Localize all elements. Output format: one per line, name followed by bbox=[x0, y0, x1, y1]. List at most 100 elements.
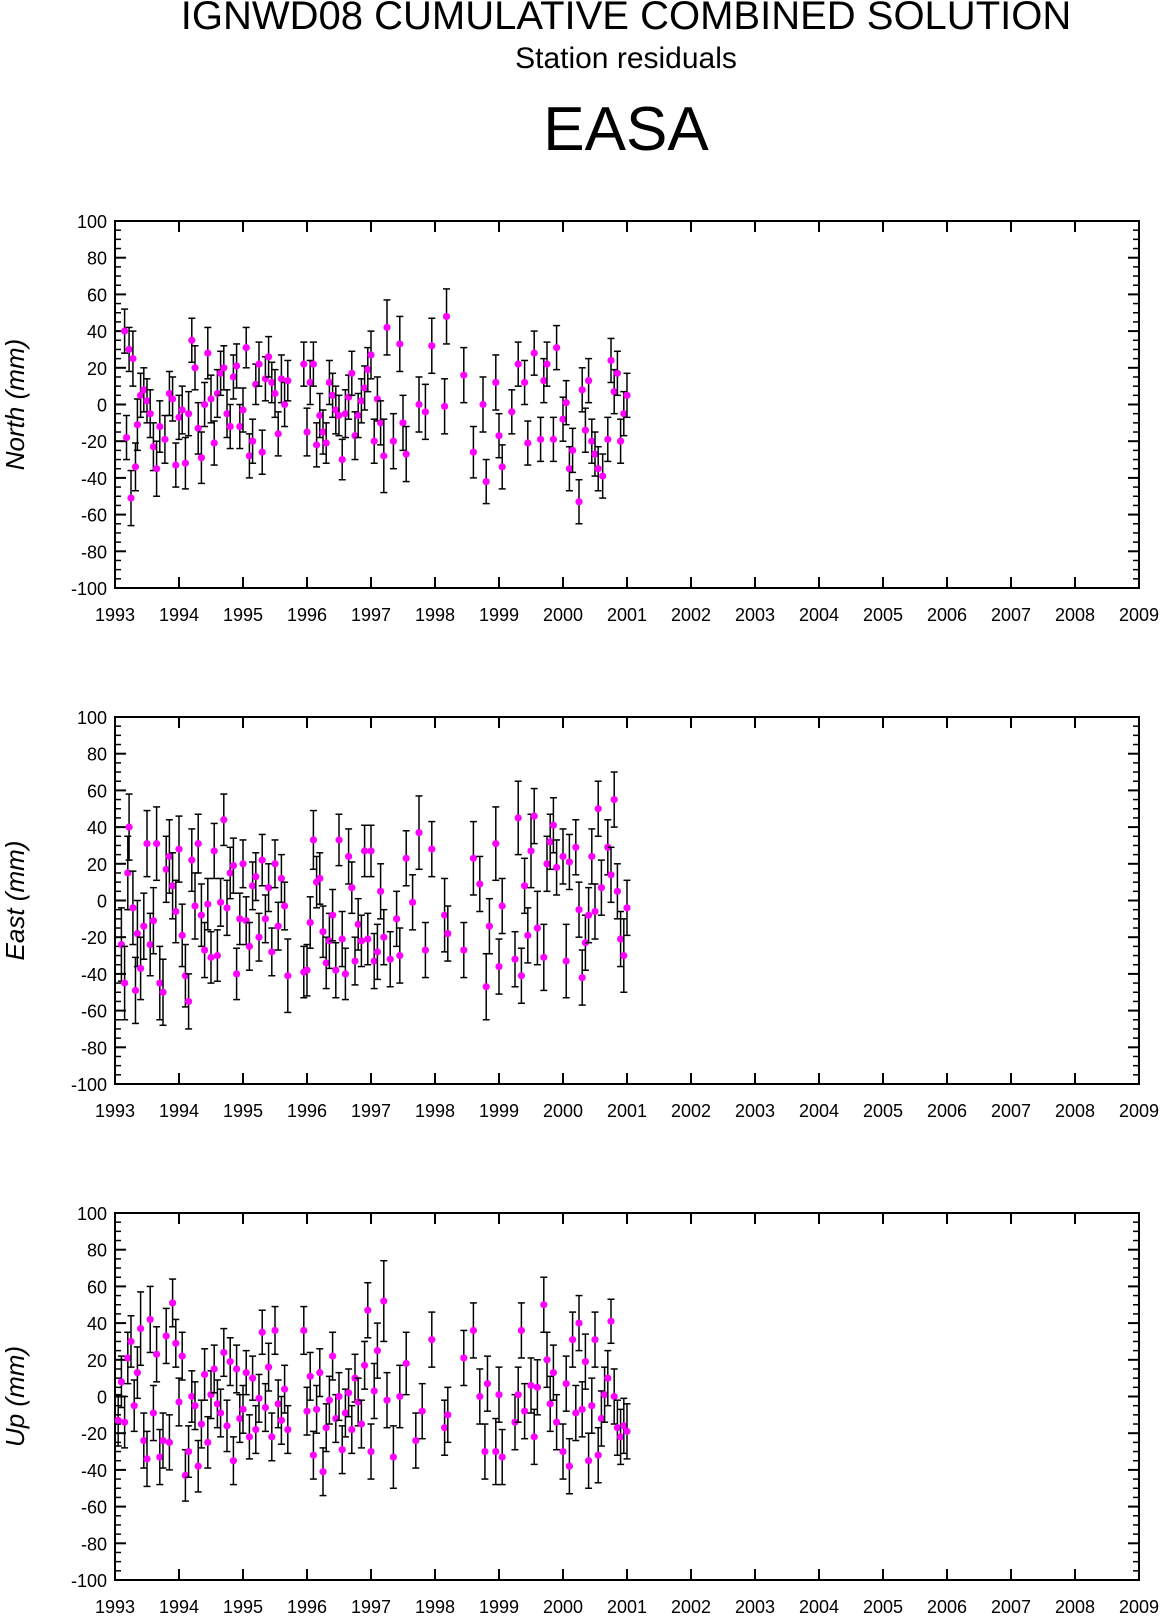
data-point bbox=[322, 959, 330, 967]
x-tick-label: 1993 bbox=[95, 605, 135, 625]
data-point bbox=[569, 1336, 577, 1344]
data-point bbox=[188, 336, 196, 344]
data-point bbox=[345, 852, 353, 861]
data-point bbox=[594, 805, 602, 813]
y-tick-label: 100 bbox=[77, 1204, 107, 1224]
data-point bbox=[178, 931, 186, 939]
x-tick-label: 1994 bbox=[159, 1597, 199, 1617]
x-tick-label: 2004 bbox=[799, 1597, 839, 1617]
x-tick-label: 1998 bbox=[415, 1597, 455, 1617]
data-point bbox=[543, 860, 551, 868]
data-point bbox=[281, 1385, 289, 1393]
data-point bbox=[229, 862, 237, 870]
data-point bbox=[191, 902, 199, 910]
data-point bbox=[265, 353, 273, 361]
data-point bbox=[277, 1416, 285, 1424]
y-tick-label: 40 bbox=[87, 322, 107, 342]
data-point bbox=[140, 922, 148, 930]
data-point bbox=[169, 1299, 177, 1307]
data-point bbox=[530, 812, 538, 820]
data-point bbox=[217, 898, 225, 906]
data-point bbox=[617, 935, 625, 943]
y-tick-label: -40 bbox=[81, 965, 107, 985]
x-tick-label: 2008 bbox=[1055, 1597, 1095, 1617]
y-tick-label: -20 bbox=[81, 432, 107, 452]
data-point bbox=[165, 852, 173, 861]
data-point bbox=[533, 924, 542, 932]
data-point bbox=[258, 448, 266, 456]
north-chart: 1993 1994 1995 1996 1997 1998 1999 2000 2001 2002… bbox=[0, 212, 1159, 625]
x-tick-label: 1993 bbox=[95, 1597, 135, 1617]
data-point bbox=[143, 1455, 151, 1463]
data-point bbox=[133, 1369, 141, 1377]
x-tick-label: 1997 bbox=[351, 605, 391, 625]
x-tick-label: 2006 bbox=[927, 1597, 967, 1617]
y-tick-label: 0 bbox=[97, 1388, 107, 1408]
up-y-axis-label: Up (mm) bbox=[0, 1346, 30, 1447]
data-point bbox=[341, 1409, 349, 1417]
y-tick-label: 40 bbox=[87, 818, 107, 838]
data-point bbox=[620, 951, 628, 960]
data-point bbox=[591, 907, 599, 916]
east-chart: 1993 1994 1995 1996 1997 1998 1999 2000 2001 2002… bbox=[0, 708, 1159, 1121]
north-data-points bbox=[121, 288, 631, 527]
data-point bbox=[325, 1396, 333, 1404]
data-point bbox=[361, 384, 369, 392]
data-point bbox=[565, 465, 574, 473]
data-point bbox=[575, 906, 583, 914]
data-point bbox=[204, 349, 212, 357]
data-point bbox=[460, 1354, 468, 1362]
data-point bbox=[357, 1420, 365, 1428]
east-data-points bbox=[117, 771, 631, 1030]
data-point bbox=[492, 1447, 500, 1456]
y-tick-label: 100 bbox=[77, 212, 107, 232]
x-tick-label: 2002 bbox=[671, 1597, 711, 1617]
data-point bbox=[319, 1468, 327, 1476]
x-tick-label: 1995 bbox=[223, 1597, 263, 1617]
y-tick-label: 40 bbox=[87, 1314, 107, 1334]
data-point bbox=[415, 829, 423, 837]
x-tick-label: 2002 bbox=[671, 1101, 711, 1121]
data-point bbox=[332, 966, 340, 974]
data-point bbox=[537, 435, 545, 443]
data-point bbox=[236, 422, 244, 431]
data-point bbox=[610, 1392, 618, 1401]
data-point bbox=[549, 821, 558, 829]
data-point bbox=[479, 400, 487, 409]
x-tick-label: 1996 bbox=[287, 1597, 327, 1617]
data-point bbox=[319, 428, 327, 436]
data-point bbox=[575, 498, 583, 506]
data-point bbox=[396, 951, 404, 960]
data-point bbox=[271, 389, 279, 398]
x-tick-label: 1995 bbox=[223, 1101, 263, 1121]
data-point bbox=[623, 904, 631, 912]
data-point bbox=[175, 413, 183, 421]
data-point bbox=[169, 882, 177, 890]
x-tick-label: 2002 bbox=[671, 605, 711, 625]
data-point bbox=[245, 942, 253, 950]
data-point bbox=[591, 450, 599, 458]
y-tick-label: 0 bbox=[97, 396, 107, 416]
y-tick-label: 80 bbox=[87, 745, 107, 765]
data-point bbox=[130, 1402, 138, 1410]
data-point bbox=[370, 957, 378, 965]
data-point bbox=[268, 1433, 276, 1441]
data-point bbox=[517, 972, 526, 980]
data-point bbox=[559, 852, 567, 861]
data-point bbox=[357, 397, 365, 405]
x-tick-label: 2004 bbox=[799, 1101, 839, 1121]
data-point bbox=[153, 840, 161, 848]
data-point bbox=[498, 1453, 506, 1461]
data-point bbox=[149, 443, 157, 451]
data-point bbox=[258, 1328, 266, 1336]
data-point bbox=[380, 1297, 388, 1305]
data-point bbox=[620, 1422, 628, 1430]
data-point bbox=[261, 915, 269, 923]
data-point bbox=[143, 397, 151, 405]
data-point bbox=[300, 360, 308, 368]
x-tick-label: 2003 bbox=[735, 1597, 775, 1617]
up-plot-frame bbox=[114, 1212, 1140, 1581]
data-point bbox=[319, 928, 327, 936]
x-tick-label: 2004 bbox=[799, 605, 839, 625]
data-point bbox=[514, 1391, 522, 1399]
